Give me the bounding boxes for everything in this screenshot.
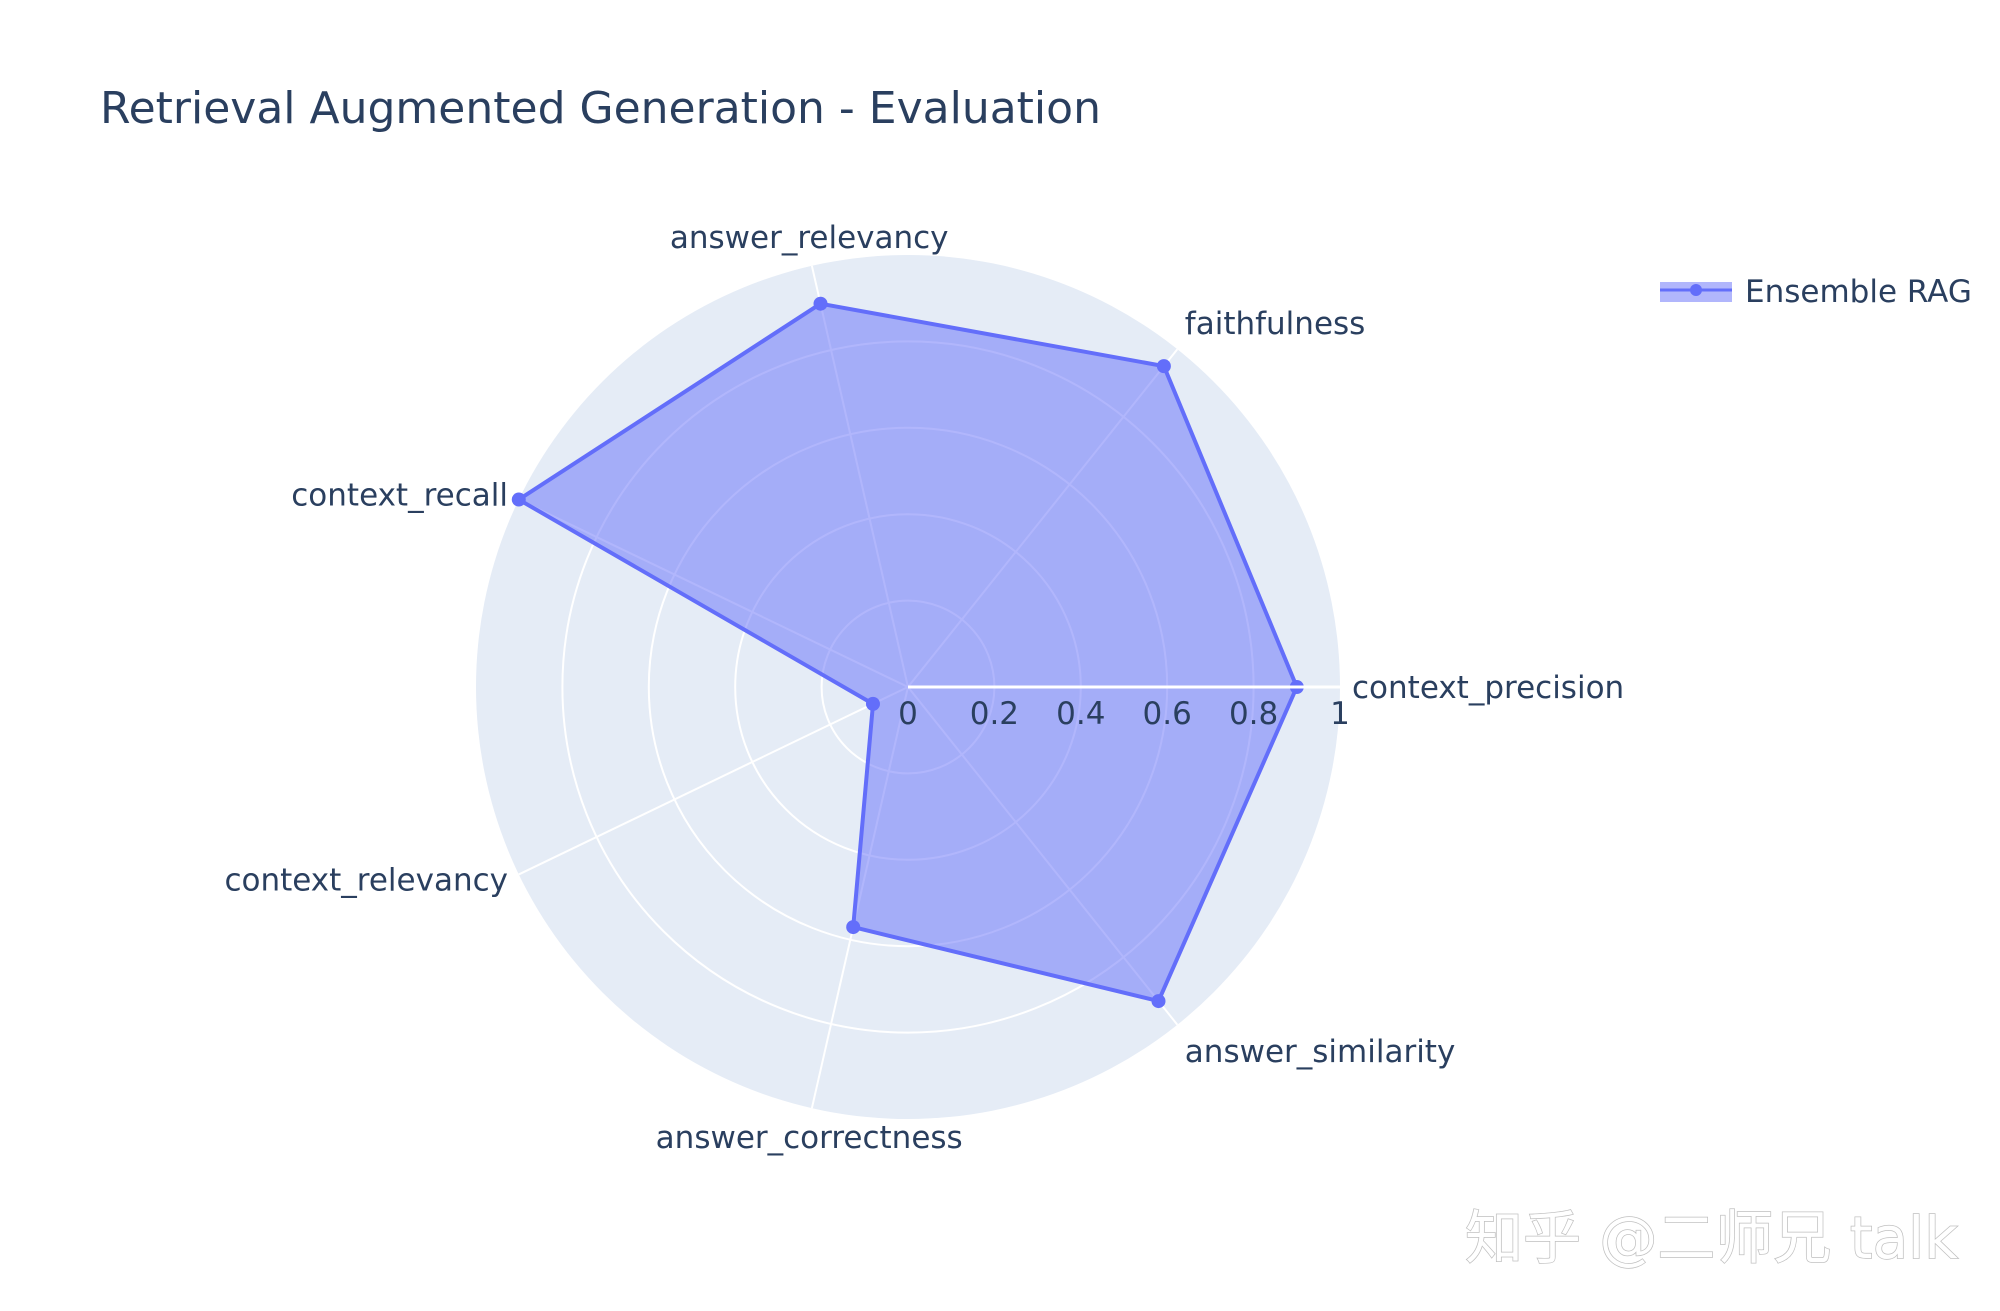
legend[interactable]: Ensemble RAG [1660, 274, 1972, 310]
axis-label-faithfulness: faithfulness [1185, 306, 1366, 342]
legend-swatch-marker[interactable] [1690, 284, 1702, 296]
radial-tick-label: 0.2 [970, 696, 1019, 732]
series-area-0[interactable] [516, 301, 1299, 1004]
data-point-answer_correctness[interactable] [846, 920, 861, 935]
axis-label-context_relevancy: context_relevancy [224, 863, 508, 899]
spoke-context_relevancy [518, 686, 909, 876]
radial-tick-labels: 0 0.2 0.4 0.6 0.8 1 [898, 685, 1350, 732]
angular-axis-labels: context_precision faithfulness answer_rele… [224, 220, 1624, 1156]
legend-item-ensemble-rag[interactable]: Ensemble RAG [1745, 274, 1972, 310]
radial-tick-label: 0.4 [1056, 696, 1105, 732]
series-layer [511, 296, 1304, 1009]
watermark: 知乎 @二师兄 talk [1465, 1204, 1958, 1272]
radial-tick-label: 0 [898, 696, 918, 732]
radial-tick-label: 0.6 [1143, 696, 1192, 732]
axis-label-answer_similarity: answer_similarity [1185, 1034, 1456, 1070]
data-point-faithfulness[interactable] [1156, 359, 1171, 374]
chart-title: Retrieval Augmented Generation - Evaluat… [100, 83, 1101, 134]
data-point-context_recall[interactable] [511, 492, 526, 507]
axis-label-answer_relevancy: answer_relevancy [670, 220, 949, 256]
data-point-answer_similarity[interactable] [1151, 994, 1166, 1009]
radial-tick-label: 0.8 [1229, 696, 1278, 732]
data-point-context_relevancy[interactable] [865, 696, 880, 711]
data-point-answer_relevancy[interactable] [813, 296, 828, 311]
radial-tick-label: 1 [1330, 696, 1350, 732]
axis-label-answer_correctness: answer_correctness [656, 1120, 963, 1156]
axis-label-context_recall: context_recall [291, 477, 508, 513]
axis-label-context_precision: context_precision [1352, 670, 1624, 706]
